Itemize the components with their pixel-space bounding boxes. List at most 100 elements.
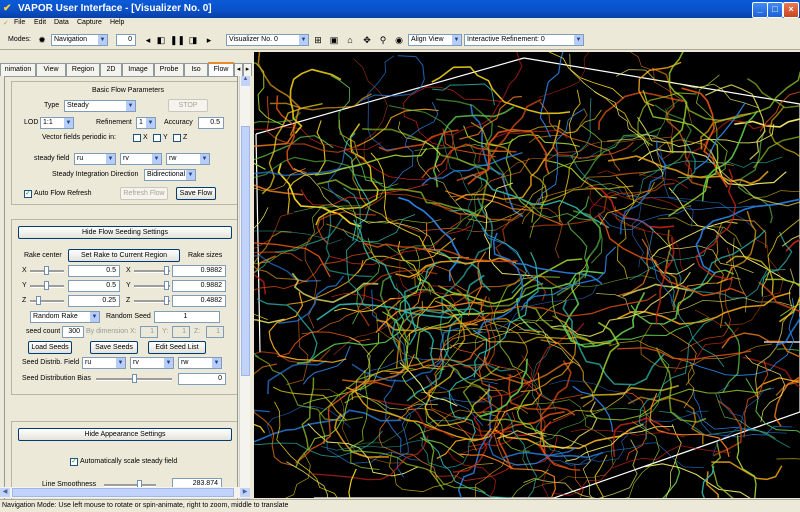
streamline bbox=[345, 386, 492, 442]
tab-view[interactable]: View bbox=[36, 63, 66, 76]
step-back-icon[interactable]: ◂ bbox=[145, 35, 151, 45]
region-icon[interactable]: ▣ bbox=[329, 35, 339, 45]
zoom-icon[interactable]: ⚲ bbox=[379, 35, 387, 45]
streamline bbox=[254, 62, 284, 126]
visualizer-select[interactable]: Visualizer No. 0 ▼ bbox=[226, 34, 309, 46]
scroll-left-icon[interactable]: ◀ bbox=[0, 488, 10, 497]
bias-input[interactable]: 0 bbox=[178, 373, 226, 385]
save-seeds-button[interactable]: Save Seeds bbox=[90, 341, 138, 354]
center-z-slider[interactable] bbox=[30, 296, 64, 305]
edit-seed-list-button[interactable]: Edit Seed List bbox=[148, 341, 206, 354]
step-forward-icon[interactable]: ▸ bbox=[206, 35, 212, 45]
steady-field-z-select[interactable]: rw ▼ bbox=[166, 153, 210, 165]
rake-type-select[interactable]: Random Rake ▼ bbox=[30, 311, 100, 323]
visualizer-canvas[interactable] bbox=[254, 52, 800, 498]
move-icon[interactable]: ✥ bbox=[363, 35, 371, 45]
center-z-slider-thumb[interactable] bbox=[36, 296, 41, 305]
autoscale-checkbox[interactable]: ✓ bbox=[70, 458, 78, 466]
dim-y-input[interactable]: 1 bbox=[172, 326, 190, 338]
menu-file[interactable]: File bbox=[14, 19, 26, 26]
tab-region[interactable]: Region bbox=[66, 63, 100, 76]
steady-field-x-select[interactable]: ru ▼ bbox=[74, 153, 116, 165]
size-y-slider-thumb[interactable] bbox=[164, 281, 169, 290]
tab-scroll-right-icon[interactable]: ▸ bbox=[243, 63, 252, 76]
tab-probe[interactable]: Probe bbox=[154, 63, 184, 76]
distrib-field-y-select[interactable]: rv ▼ bbox=[130, 357, 174, 369]
center-y-input[interactable]: 0.5 bbox=[68, 280, 120, 292]
size-z-input[interactable]: 0.4882 bbox=[172, 295, 226, 307]
tab-scroll-left-icon[interactable]: ◂ bbox=[234, 63, 243, 76]
accuracy-input[interactable]: 0.5 bbox=[198, 117, 224, 129]
tab-image[interactable]: Image bbox=[122, 63, 154, 76]
size-z-slider[interactable] bbox=[134, 296, 170, 305]
center-x-input[interactable]: 0.5 bbox=[68, 265, 120, 277]
tab-iso[interactable]: Iso bbox=[184, 63, 208, 76]
auto-refresh-checkbox[interactable]: ✓ bbox=[24, 190, 32, 198]
random-seed-input[interactable]: 1 bbox=[154, 311, 220, 323]
dim-z-input[interactable]: 1 bbox=[206, 326, 224, 338]
refinement-select[interactable]: 1 ▼ bbox=[136, 117, 156, 129]
size-x-input[interactable]: 0.9882 bbox=[172, 265, 226, 277]
navigation-mode-icon[interactable]: ✹ bbox=[38, 35, 46, 45]
menu-help[interactable]: Help bbox=[110, 19, 125, 26]
minimize-button[interactable]: _ bbox=[752, 2, 768, 18]
periodic-y-checkbox[interactable] bbox=[153, 134, 161, 142]
eye-icon[interactable]: ◉ bbox=[395, 35, 403, 45]
center-y-slider[interactable] bbox=[30, 281, 64, 290]
size-z-slider-thumb[interactable] bbox=[164, 296, 169, 305]
tab-animation[interactable]: nimation bbox=[0, 63, 36, 76]
distrib-field-z-select[interactable]: rw ▼ bbox=[178, 357, 222, 369]
panel-horizontal-scrollbar[interactable]: ◀ ▶ bbox=[0, 487, 250, 498]
grid-icon[interactable]: ⊞ bbox=[314, 35, 322, 45]
refresh-flow-button[interactable]: Refresh Flow bbox=[120, 187, 168, 200]
tab-flow[interactable]: Flow bbox=[208, 62, 234, 76]
flow-type-select[interactable]: Steady ▼ bbox=[64, 100, 136, 112]
pause-icon[interactable]: ❚❚ bbox=[170, 35, 186, 45]
hide-appearance-button[interactable]: Hide Appearance Settings bbox=[18, 428, 232, 441]
modes-label: Modes: bbox=[8, 36, 31, 43]
center-y-slider-thumb[interactable] bbox=[44, 281, 49, 290]
set-rake-button[interactable]: Set Rake to Current Region bbox=[68, 249, 180, 262]
periodic-x-checkbox[interactable] bbox=[133, 134, 141, 142]
size-x-slider-thumb[interactable] bbox=[164, 266, 169, 275]
maximize-button[interactable]: □ bbox=[767, 2, 783, 18]
frame-input[interactable]: 0 bbox=[116, 34, 136, 46]
stop-button[interactable]: STOP bbox=[168, 99, 208, 112]
bias-slider[interactable] bbox=[96, 374, 172, 383]
steady-field-y-select[interactable]: rv ▼ bbox=[120, 153, 162, 165]
align-view-select[interactable]: Align View ▼ bbox=[408, 34, 462, 46]
bias-slider-thumb[interactable] bbox=[131, 374, 137, 383]
streamline bbox=[286, 317, 309, 386]
size-y-slider[interactable] bbox=[134, 281, 170, 290]
streamline bbox=[580, 384, 680, 400]
hide-seeding-button[interactable]: Hide Flow Seeding Settings bbox=[18, 226, 232, 239]
scroll-up-icon[interactable]: ▲ bbox=[241, 76, 250, 86]
lod-select[interactable]: 1:1 ▼ bbox=[40, 117, 74, 129]
save-flow-button[interactable]: Save Flow bbox=[176, 187, 216, 200]
panel-hscroll-thumb[interactable] bbox=[12, 488, 234, 497]
center-x-slider[interactable] bbox=[30, 266, 64, 275]
menu-data[interactable]: Data bbox=[54, 19, 69, 26]
menu-capture[interactable]: Capture bbox=[77, 19, 102, 26]
mode-select[interactable]: Navigation ▼ bbox=[51, 34, 108, 46]
dim-x-input[interactable]: 1 bbox=[140, 326, 158, 338]
periodic-z-checkbox[interactable] bbox=[173, 134, 181, 142]
home-icon[interactable]: ⌂ bbox=[347, 35, 353, 45]
seed-count-input[interactable]: 300 bbox=[62, 326, 84, 338]
panel-scroll-thumb[interactable] bbox=[241, 126, 250, 376]
distrib-field-x-select[interactable]: ru ▼ bbox=[82, 357, 126, 369]
center-z-input[interactable]: 0.25 bbox=[68, 295, 120, 307]
direction-select[interactable]: Bidirectional ▼ bbox=[144, 169, 196, 181]
center-x-slider-thumb[interactable] bbox=[44, 266, 49, 275]
play-reverse-icon[interactable]: ◧ bbox=[156, 35, 166, 45]
tab-2d[interactable]: 2D bbox=[100, 63, 122, 76]
panel-vertical-scrollbar[interactable]: ▲ ▼ bbox=[239, 76, 250, 500]
load-seeds-button[interactable]: Load Seeds bbox=[28, 341, 72, 354]
size-x-slider[interactable] bbox=[134, 266, 170, 275]
scroll-right-icon[interactable]: ▶ bbox=[240, 488, 250, 497]
size-y-input[interactable]: 0.9882 bbox=[172, 280, 226, 292]
menu-edit[interactable]: Edit bbox=[34, 19, 47, 26]
close-button[interactable]: × bbox=[783, 2, 799, 18]
interactive-refinement-select[interactable]: Interactive Refinement: 0 ▼ bbox=[464, 34, 584, 46]
play-forward-icon[interactable]: ◨ bbox=[188, 35, 198, 45]
